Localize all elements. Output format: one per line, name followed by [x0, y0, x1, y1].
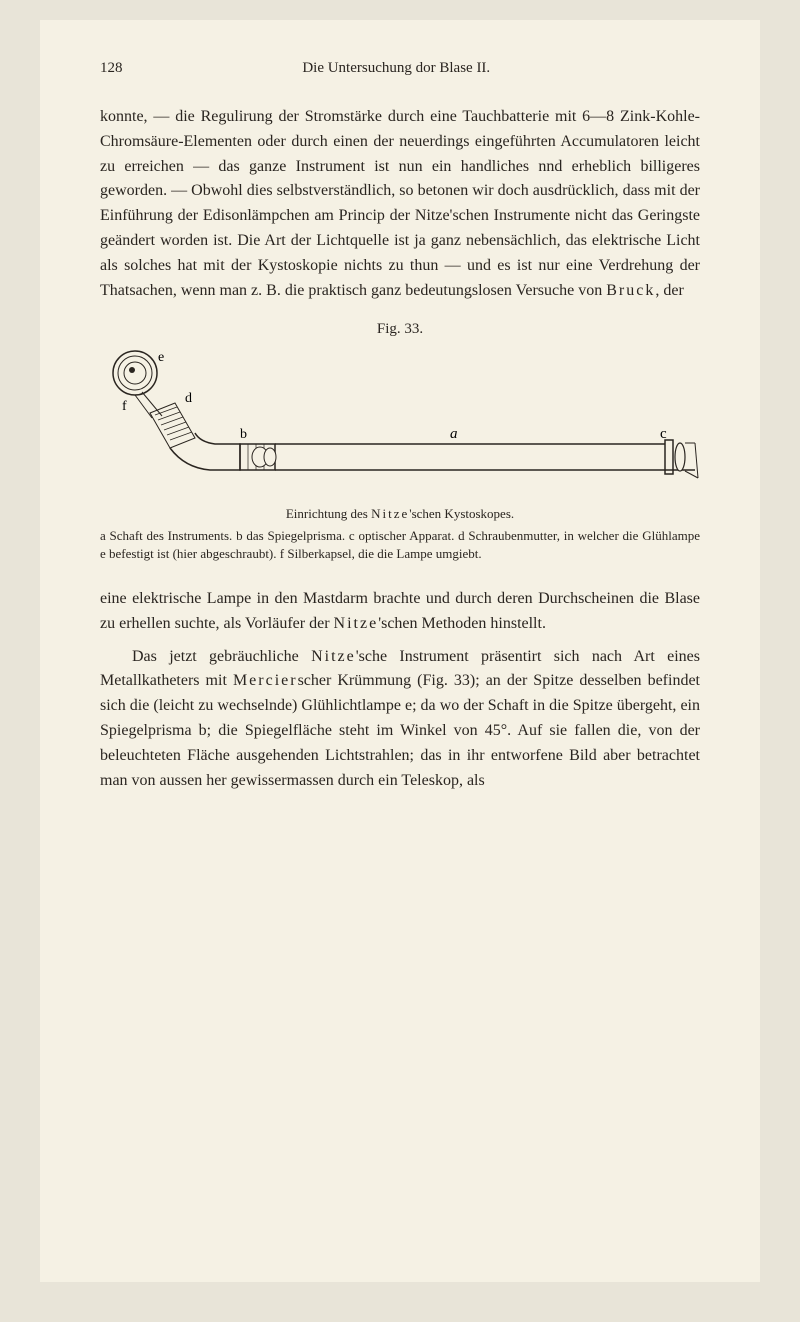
paragraph-3: Das jetzt gebräuchliche Nitze'sche Instr…: [100, 645, 700, 794]
label-e: e: [158, 350, 164, 365]
p3-mercier: Mercier: [233, 672, 298, 689]
p3-text-3: scher Krümmung (Fig. 33); an der Spitze …: [100, 672, 700, 788]
p3-text-1: Das jetzt gebräuchliche: [132, 648, 311, 665]
p3-nitze: Nitze: [311, 648, 356, 665]
figure-caption: Einrichtung des Nitze'schen Kystoskopes.…: [100, 505, 700, 563]
p1-bruck: Bruck: [606, 282, 655, 299]
figure-container: e f d b: [100, 348, 700, 493]
kystoskop-diagram: e f d b: [100, 348, 700, 488]
figure-caption-body: a Schaft des Instruments. b das Spiegelp…: [100, 528, 700, 561]
figure-label: Fig. 33.: [100, 321, 700, 338]
label-d: d: [185, 391, 192, 406]
p2-text-2: 'schen Methoden hinstellt.: [378, 615, 546, 632]
p1-text-1: konnte, — die Regulirung der Stromstärke…: [100, 108, 700, 299]
page-container: 128 Die Untersuchung dor Blase II. konnt…: [40, 20, 760, 1282]
chapter-title: Die Untersuchung dor Blase II.: [123, 60, 671, 77]
label-f: f: [122, 399, 127, 414]
p2-nitze: Nitze: [334, 615, 379, 632]
figure-caption-title: Einrichtung des Nitze'schen Kystoskopes.: [100, 505, 700, 523]
label-b: b: [240, 427, 247, 442]
page-header: 128 Die Untersuchung dor Blase II.: [100, 60, 700, 77]
p1-text-2: , der: [655, 282, 683, 299]
page-number: 128: [100, 60, 123, 77]
label-a: a: [450, 426, 458, 442]
paragraph-1: konnte, — die Regulirung der Stromstärke…: [100, 105, 700, 303]
paragraph-2: eine elektrische Lampe in den Mastdarm b…: [100, 587, 700, 637]
